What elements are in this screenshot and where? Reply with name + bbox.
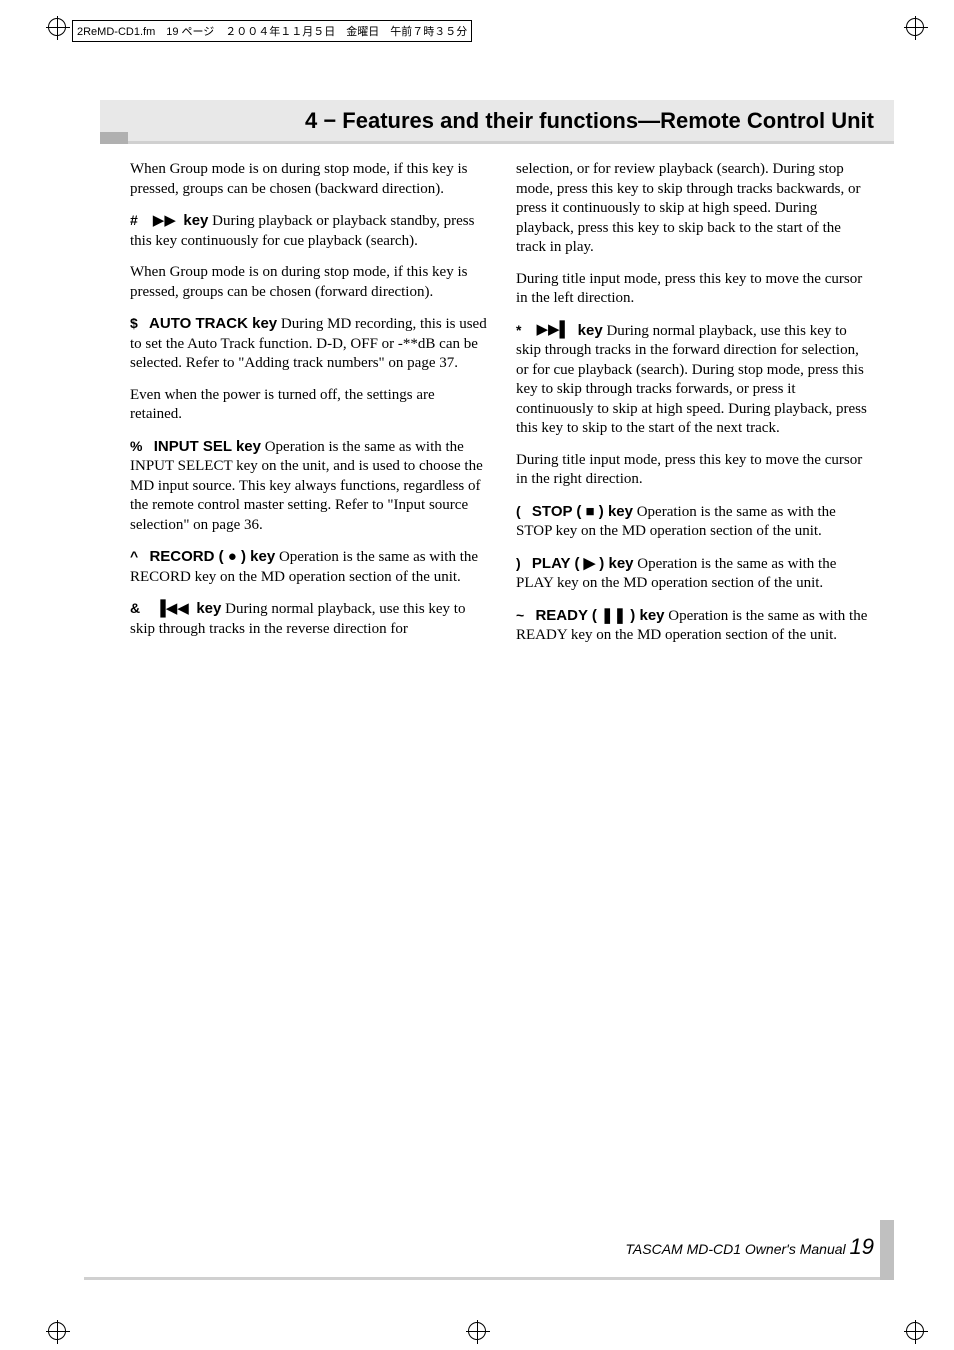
document-meta-bar: 2ReMD-CD1.fm 19 ページ ２００４年１１月５日 金曜日 午前７時３… [72, 20, 472, 42]
skip-back-icon: ▐◀◀ [155, 600, 189, 620]
item-39: * ▶▶▌ key During normal playback, use th… [516, 321, 874, 439]
item-38: & ▐◀◀ key During normal playback, use th… [130, 599, 488, 639]
circled-number-36-icon: % [130, 438, 142, 454]
registration-mark-icon [48, 18, 66, 36]
key-label: AUTO TRACK key [149, 315, 277, 332]
circled-number-37-icon: ^ [130, 548, 138, 564]
key-label: INPUT SEL key [154, 438, 261, 455]
registration-mark-icon [906, 18, 924, 36]
item-41: ) PLAY ( ▶ ) key Operation is the same a… [516, 554, 874, 594]
key-label: READY ( ❚❚ ) key [535, 607, 664, 624]
left-column: When Group mode is on during stop mode, … [130, 160, 488, 658]
skip-forward-icon: ▶▶▌ [536, 321, 570, 341]
key-label: key [183, 212, 208, 229]
right-column: selection, or for review playback (searc… [516, 160, 874, 658]
key-label: RECORD ( ● ) key [149, 548, 275, 565]
item-35: $ AUTO TRACK key During MD recording, th… [130, 314, 488, 374]
circled-number-41-icon: ) [516, 555, 521, 571]
section-title: 4 − Features and their functions—Remote … [305, 108, 874, 134]
page: 2ReMD-CD1.fm 19 ページ ２００４年１１月５日 金曜日 午前７時３… [0, 0, 954, 1350]
para: When Group mode is on during stop mode, … [130, 263, 488, 302]
para: During title input mode, press this key … [516, 270, 874, 309]
footer: TASCAM MD-CD1 Owner's Manual 19 [625, 1234, 874, 1260]
circled-number-40-icon: ( [516, 503, 521, 519]
circled-number-42-icon: ~ [516, 607, 524, 623]
para: When Group mode is on during stop mode, … [130, 160, 488, 199]
fast-forward-icon: ▶▶ [153, 212, 176, 232]
page-number: 19 [850, 1234, 874, 1259]
para: selection, or for review playback (searc… [516, 160, 874, 258]
para: Even when the power is turned off, the s… [130, 386, 488, 425]
footer-tab-icon [880, 1220, 894, 1280]
key-label: key [578, 322, 603, 339]
circled-number-39-icon: * [516, 322, 521, 338]
key-label: key [196, 600, 221, 617]
circled-number-34-icon: # [130, 212, 138, 228]
para: During title input mode, press this key … [516, 451, 874, 490]
circled-number-38-icon: & [130, 600, 140, 616]
item-36: % INPUT SEL key Operation is the same as… [130, 437, 488, 536]
document-meta-text: 2ReMD-CD1.fm 19 ページ ２００４年１１月５日 金曜日 午前７時３… [77, 23, 467, 39]
registration-mark-icon [48, 1322, 66, 1340]
footer-rule-icon [84, 1277, 894, 1280]
item-40: ( STOP ( ■ ) key Operation is the same a… [516, 502, 874, 542]
circled-number-35-icon: $ [130, 315, 138, 331]
key-label: PLAY ( ▶ ) key [532, 555, 634, 572]
section-header: 4 − Features and their functions—Remote … [100, 100, 894, 144]
body-columns: When Group mode is on during stop mode, … [130, 160, 874, 658]
item-42: ~ READY ( ❚❚ ) key Operation is the same… [516, 606, 874, 646]
item-37: ^ RECORD ( ● ) key Operation is the same… [130, 547, 488, 587]
registration-mark-icon [468, 1322, 486, 1340]
header-accent-icon [100, 132, 128, 144]
registration-mark-icon [906, 1322, 924, 1340]
item-34: # ▶▶ key During playback or playback sta… [130, 211, 488, 251]
item-body: During playback or playback standby, pre… [130, 213, 474, 249]
key-label: STOP ( ■ ) key [532, 503, 633, 520]
footer-text: TASCAM MD-CD1 Owner's Manual [625, 1241, 845, 1257]
